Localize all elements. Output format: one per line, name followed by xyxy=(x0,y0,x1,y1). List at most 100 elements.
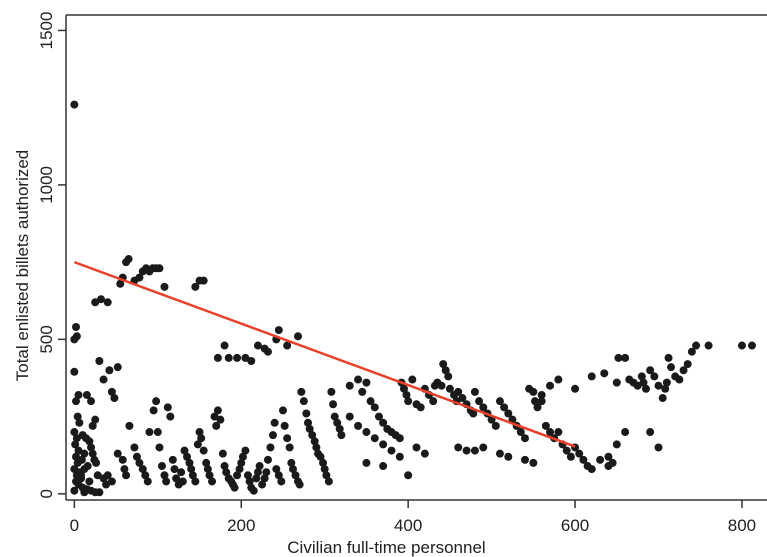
data-point xyxy=(160,471,169,480)
data-point xyxy=(319,458,328,467)
data-point xyxy=(80,465,89,474)
data-point xyxy=(304,418,313,427)
data-point xyxy=(608,458,617,467)
data-point xyxy=(107,477,116,486)
data-point xyxy=(278,406,287,415)
data-point xyxy=(395,434,404,443)
data-point xyxy=(283,434,292,443)
data-point xyxy=(197,434,206,443)
data-point xyxy=(327,387,336,396)
data-point xyxy=(747,341,756,350)
data-point xyxy=(646,366,655,375)
data-point xyxy=(77,471,86,480)
data-point xyxy=(562,446,571,455)
data-point xyxy=(185,458,194,467)
data-point xyxy=(537,397,546,406)
data-point xyxy=(243,471,252,480)
data-point xyxy=(529,458,538,467)
data-point xyxy=(245,477,254,486)
data-point xyxy=(322,471,331,480)
data-point xyxy=(612,440,621,449)
data-point xyxy=(650,372,659,381)
data-point xyxy=(157,462,166,471)
axes xyxy=(65,14,767,501)
data-point xyxy=(163,403,172,412)
data-point xyxy=(495,449,504,458)
data-point xyxy=(87,397,96,406)
data-point xyxy=(475,397,484,406)
data-point xyxy=(439,360,448,369)
data-point xyxy=(399,384,408,393)
data-point xyxy=(77,455,86,464)
data-point xyxy=(661,384,670,393)
data-point xyxy=(335,424,344,433)
data-point xyxy=(72,323,81,332)
data-point xyxy=(237,458,246,467)
data-point xyxy=(268,431,277,440)
data-point xyxy=(166,412,175,421)
data-point xyxy=(202,458,211,467)
data-point xyxy=(220,462,229,471)
data-point xyxy=(571,384,580,393)
data-point xyxy=(533,403,542,412)
data-point xyxy=(191,477,200,486)
data-point xyxy=(266,443,275,452)
data-point xyxy=(75,418,84,427)
data-point xyxy=(305,424,314,433)
data-point xyxy=(437,381,446,390)
data-point xyxy=(520,455,529,464)
data-point xyxy=(249,486,258,495)
data-point xyxy=(213,353,222,362)
data-point xyxy=(554,375,563,384)
data-point xyxy=(241,446,250,455)
data-point xyxy=(641,384,650,393)
data-point xyxy=(213,406,222,415)
data-point xyxy=(295,480,304,489)
data-point xyxy=(374,412,383,421)
data-point xyxy=(270,418,279,427)
data-point xyxy=(180,446,189,455)
data-point xyxy=(404,397,413,406)
data-point xyxy=(97,295,106,304)
data-point xyxy=(82,390,91,399)
data-point xyxy=(203,465,212,474)
data-point xyxy=(379,418,388,427)
y-axis-title: Total enlisted billets authorized xyxy=(13,150,32,382)
data-point xyxy=(216,415,225,424)
data-point xyxy=(587,372,596,381)
data-point xyxy=(85,437,94,446)
data-point xyxy=(263,455,272,464)
data-point xyxy=(107,387,116,396)
data-point xyxy=(170,465,179,474)
data-point xyxy=(469,409,478,418)
data-point xyxy=(255,462,264,471)
data-point xyxy=(646,428,655,437)
data-point xyxy=(379,462,388,471)
data-point xyxy=(72,332,81,341)
data-point xyxy=(218,449,227,458)
data-point xyxy=(454,443,463,452)
data-point xyxy=(155,264,164,273)
data-point xyxy=(130,443,139,452)
data-point xyxy=(479,403,488,412)
x-tick-label: 200 xyxy=(227,516,255,535)
data-point xyxy=(621,428,630,437)
data-point xyxy=(566,452,575,461)
data-point xyxy=(531,397,540,406)
data-point xyxy=(379,440,388,449)
data-point xyxy=(516,428,525,437)
data-point xyxy=(554,428,563,437)
data-point xyxy=(546,381,555,390)
data-point xyxy=(70,367,79,376)
data-point xyxy=(120,465,129,474)
data-point xyxy=(118,455,127,464)
data-point xyxy=(162,477,171,486)
data-point xyxy=(479,443,488,452)
data-point xyxy=(416,403,425,412)
data-point xyxy=(160,282,169,291)
data-point xyxy=(420,449,429,458)
data-point xyxy=(662,378,671,387)
data-point xyxy=(116,279,125,288)
data-point xyxy=(285,443,294,452)
